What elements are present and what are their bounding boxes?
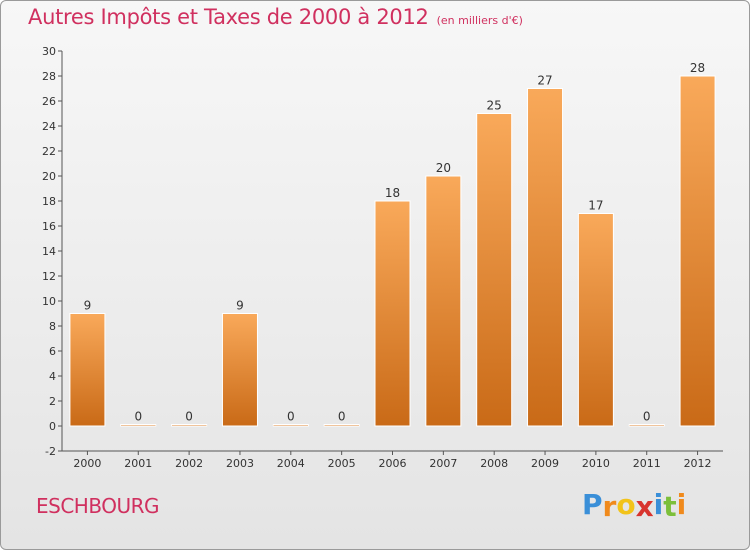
- y-tick-label: 0: [49, 420, 56, 433]
- bar: [425, 175, 462, 427]
- x-tick-label: 2009: [531, 457, 559, 470]
- x-tick-label: 2000: [73, 457, 101, 470]
- bar: [272, 424, 309, 427]
- bar: [221, 313, 258, 427]
- data-labels: 9 0 0 9 0 0 18 20 25 27 17 0 28: [84, 61, 706, 424]
- data-label: 0: [134, 410, 142, 424]
- x-tick-label: 2001: [124, 457, 152, 470]
- data-label: 25: [487, 99, 502, 113]
- y-tick-label: -2: [45, 445, 56, 458]
- y-tick-label: 12: [42, 270, 56, 283]
- data-label: 28: [690, 61, 705, 75]
- x-tick-label: 2005: [328, 457, 356, 470]
- y-tick-label: 28: [42, 70, 56, 83]
- data-label: 20: [436, 161, 451, 175]
- chart-title: Autres Impôts et Taxes de 2000 à 2012 (en…: [28, 5, 523, 29]
- y-tick-label: 26: [42, 95, 56, 108]
- chart-title-text: Autres Impôts et Taxes de 2000 à 2012: [28, 5, 429, 29]
- x-tick-label: 2008: [480, 457, 508, 470]
- x-tick-label: 2011: [633, 457, 661, 470]
- data-label: 9: [84, 299, 92, 313]
- x-tick-label: 2003: [226, 457, 254, 470]
- chart-subtitle: (en milliers d'€): [436, 14, 523, 27]
- y-tick-label: 4: [49, 370, 56, 383]
- bar: [120, 424, 157, 427]
- x-tick-label: 2002: [175, 457, 203, 470]
- bar: [577, 213, 614, 427]
- y-tick-label: 2: [49, 395, 56, 408]
- data-label: 18: [385, 186, 400, 200]
- x-tick-label: 2010: [582, 457, 610, 470]
- y-tick-label: 24: [42, 120, 56, 133]
- y-tick-label: 22: [42, 145, 56, 158]
- data-label: 0: [185, 410, 193, 424]
- y-tick-label: 30: [42, 45, 56, 58]
- data-label: 17: [588, 199, 603, 213]
- x-tick-label: 2007: [429, 457, 457, 470]
- bars: [69, 75, 716, 427]
- bar: [323, 424, 360, 427]
- logo-letter: i: [653, 488, 664, 521]
- logo-letter: i: [676, 488, 687, 521]
- bar: [374, 200, 411, 427]
- proxiti-logo: Proxiti: [582, 488, 687, 523]
- x-tick-label: 2012: [684, 457, 712, 470]
- x-tick-label: 2006: [379, 457, 407, 470]
- x-tick-label: 2004: [277, 457, 305, 470]
- logo-letter: x: [635, 490, 654, 523]
- logo-letter: t: [663, 490, 677, 523]
- commune-name: ESCHBOURG: [36, 494, 159, 518]
- bar: [69, 313, 106, 427]
- data-label: 0: [643, 410, 651, 424]
- y-tick-label: 16: [42, 220, 56, 233]
- bar: [476, 113, 513, 427]
- bar: [679, 75, 716, 427]
- logo-letter: P: [582, 488, 603, 521]
- y-tick-label: 18: [42, 195, 56, 208]
- y-tick-label: 14: [42, 245, 56, 258]
- data-label: 0: [338, 410, 346, 424]
- bar: [171, 424, 208, 427]
- logo-letter: r: [602, 490, 617, 523]
- y-tick-label: 8: [49, 320, 56, 333]
- bar: [527, 88, 564, 427]
- y-tick-label: 10: [42, 295, 56, 308]
- y-tick-label: 20: [42, 170, 56, 183]
- data-label: 27: [537, 74, 552, 88]
- bar: [628, 424, 665, 427]
- logo-letter: o: [616, 488, 636, 521]
- y-tick-label: 6: [49, 345, 56, 358]
- data-label: 0: [287, 410, 295, 424]
- data-label: 9: [236, 299, 244, 313]
